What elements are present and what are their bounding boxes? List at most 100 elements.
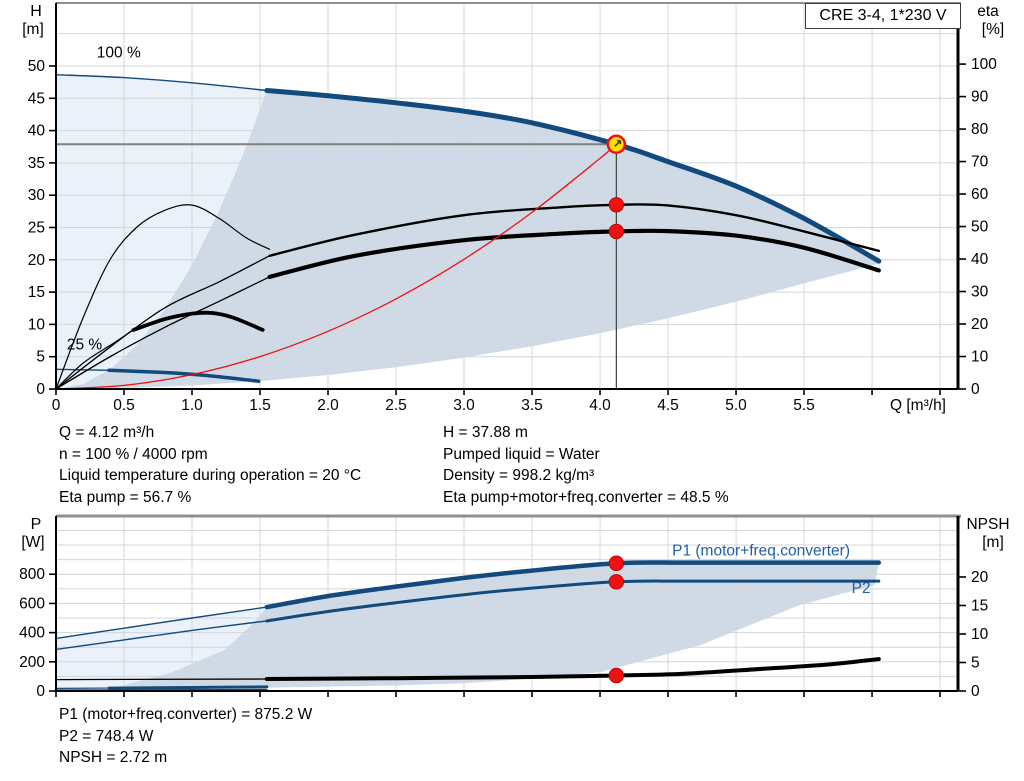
p1-thick — [264, 560, 882, 610]
power-npsh-chart: 0 200 400 600 800 0 5 10 15 20 P[W] NPSH[m] P1 (moto… — [19, 514, 1010, 700]
p1-thin — [55, 606, 268, 640]
duty-results-right: H = 37.88 m Pumped liquid = Water Densit… — [443, 422, 729, 509]
p2-dot[interactable] — [608, 574, 625, 590]
npsh-thick — [264, 657, 881, 682]
right-tick-label: 20 — [971, 316, 989, 333]
p1-dot[interactable] — [608, 555, 625, 571]
left-tick-label: 35 — [28, 155, 45, 172]
eta-total-25-thin — [55, 329, 135, 390]
result-eta-pump: Eta pump = 56.7 % — [59, 489, 192, 507]
left-axis-title: H — [30, 3, 42, 20]
p2-thin — [55, 620, 268, 651]
right-tick-label: 90 — [971, 89, 989, 106]
left-tick-label: 400 — [19, 625, 45, 642]
p2-curve-label: P2 — [852, 580, 871, 597]
right-axis-unit: [%] — [982, 21, 1004, 38]
eta-pump-dot[interactable] — [608, 197, 625, 213]
right-tick-label: 10 — [971, 626, 989, 643]
npsh-thin — [55, 678, 268, 681]
right-tick-label: 10 — [971, 349, 989, 366]
x-tick-label: 5.0 — [725, 397, 747, 414]
result-eta-total: Eta pump+motor+freq.converter = 48.5 % — [443, 489, 729, 507]
result-speed: n = 100 % / 4000 rpm — [59, 445, 208, 463]
left-tick-label: 800 — [19, 566, 45, 583]
result-liquid-temperature: Liquid temperature during operation = 20… — [59, 467, 362, 485]
hq-25-thick — [107, 368, 261, 383]
left-tick-label: 25 — [28, 219, 45, 236]
result-flow: Q = 4.12 m³/h — [59, 424, 155, 441]
right-tick-label: 40 — [971, 251, 989, 268]
eta-total-dot[interactable] — [608, 223, 625, 240]
p-envelope-dark-fill — [110, 562, 879, 689]
x-tick-label: 2.0 — [317, 397, 339, 414]
left-tick-label: 20 — [28, 252, 46, 269]
p1-curve-label: P1 (motor+freq.converter) — [672, 542, 850, 559]
pump-model-label: CRE 3-4, 1*230 V — [819, 7, 947, 24]
system-curve — [55, 143, 617, 390]
left-tick-label: 45 — [28, 90, 45, 107]
left-axis-unit: [m] — [22, 21, 44, 38]
left-tick-label: 600 — [19, 595, 45, 612]
right-tick-label: 100 — [971, 56, 997, 73]
x-tick-label: 1.0 — [181, 397, 203, 414]
right-tick-label: 5 — [971, 654, 980, 671]
eta-pump-thin — [55, 255, 271, 390]
left-tick-label: 200 — [19, 654, 45, 671]
npsh-dot[interactable] — [608, 667, 625, 684]
right-tick-label: 70 — [971, 154, 989, 171]
duty-arrow-icon — [614, 139, 622, 147]
hq-eta-chart: 0 5 10 15 20 25 30 35 40 45 50 0 10 20 30 40 50 60 70 80 90 1… — [22, 2, 1004, 414]
hq-100-thick — [264, 88, 882, 264]
left-tick-label: 30 — [28, 187, 46, 204]
eta-pump-25 — [55, 204, 271, 390]
left-tick-label: 0 — [36, 381, 45, 398]
x-axis-title: Q [m³/h] — [890, 397, 946, 414]
result-pumped-liquid: Pumped liquid = Water — [443, 445, 600, 463]
eta-total-25-thick — [131, 310, 265, 332]
p2-thick — [265, 579, 881, 623]
x-tick-label: 1.5 — [249, 397, 271, 414]
x-tick-label: 0 — [52, 397, 61, 414]
right-tick-label: 50 — [971, 219, 989, 236]
right-tick-label: 20 — [971, 569, 989, 586]
left-axis-title: P — [31, 516, 42, 533]
left-axis-unit: [W] — [21, 534, 44, 551]
left-tick-label: 40 — [28, 123, 46, 140]
right-axis-unit: [m] — [982, 534, 1004, 551]
right-tick-label: 15 — [971, 597, 988, 614]
duty-results-left: Q = 4.12 m³/h n = 100 % / 4000 rpm Liqui… — [59, 422, 361, 509]
x-tick-label: 4.0 — [589, 397, 611, 414]
result-npsh: NPSH = 2.72 m — [59, 749, 168, 767]
right-tick-label: 80 — [971, 121, 989, 138]
x-tick-label: 2.5 — [385, 397, 407, 414]
left-tick-label: 0 — [36, 683, 45, 700]
right-tick-label: 0 — [971, 683, 980, 700]
right-tick-label: 0 — [971, 381, 980, 398]
speed-label-25: 25 % — [67, 337, 103, 354]
envelope-light-fill — [56, 74, 267, 389]
left-tick-label: 10 — [28, 316, 46, 333]
left-tick-label: 5 — [36, 349, 45, 366]
x-tick-label: 3.5 — [521, 397, 543, 414]
pump-model-badge: CRE 3-4, 1*230 V — [805, 3, 961, 29]
duty-point-marker[interactable] — [606, 134, 627, 155]
left-tick-label: 15 — [28, 284, 45, 301]
hq-100-thin — [55, 74, 268, 92]
left-tick-label: 50 — [28, 58, 46, 75]
x-tick-label: 0.5 — [113, 397, 135, 414]
power-results: P1 (motor+freq.converter) = 875.2 W P2 =… — [59, 704, 312, 769]
result-density: Density = 998.2 kg/m³ — [443, 467, 595, 485]
result-p2: P2 = 748.4 W — [59, 727, 154, 745]
x-tick-label: 5.5 — [793, 397, 815, 414]
hq-25-thin — [55, 368, 110, 371]
right-tick-label: 60 — [971, 186, 989, 203]
p1-25-thick — [107, 685, 269, 690]
result-p1: P1 (motor+freq.converter) = 875.2 W — [59, 706, 313, 723]
speed-label-100: 100 % — [97, 45, 141, 62]
x-tick-label: 3.0 — [453, 397, 475, 414]
result-head: H = 37.88 m — [443, 424, 528, 441]
eta-total-thin — [55, 276, 271, 390]
right-tick-label: 30 — [971, 284, 989, 301]
